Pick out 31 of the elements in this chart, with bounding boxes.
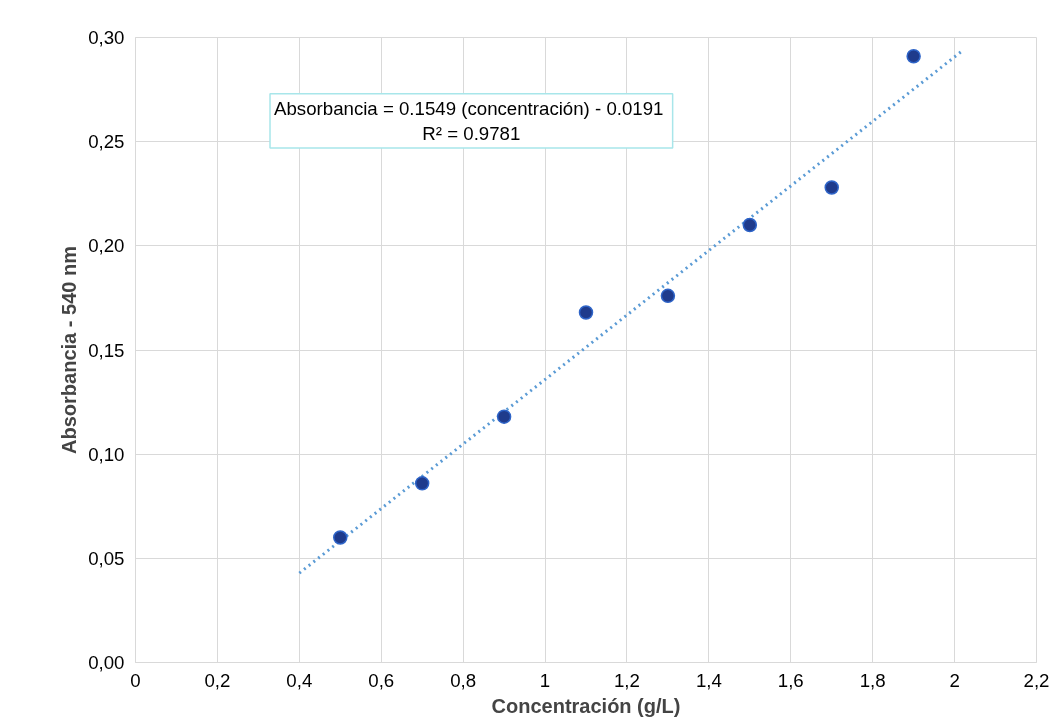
x-tick-label: 1,2 — [613, 669, 640, 691]
x-tick-label: 2 — [949, 669, 960, 691]
x-tick-label: 2,2 — [1023, 669, 1050, 691]
y-tick-label: 0,30 — [88, 27, 125, 48]
x-tick-label: 1,8 — [859, 669, 886, 691]
y-tick-label: 0,15 — [88, 339, 125, 361]
annotation: R² = 0.9781 — [422, 122, 521, 144]
x-tick-label: 1 — [539, 669, 551, 691]
y-axis-title: Absorbancia - 540 nm — [58, 246, 81, 454]
point — [660, 288, 676, 304]
x-tick-label: 1,4 — [695, 669, 722, 691]
y-tick-label: 0,10 — [88, 443, 125, 465]
annotation: Absorbancia = 0.1549 (concentración) - 0.0191 — [274, 97, 664, 119]
y-tick-label: 0,05 — [88, 547, 125, 569]
x-tick-label: 0,6 — [368, 669, 395, 691]
point — [906, 49, 921, 64]
point — [824, 180, 839, 195]
point — [578, 305, 594, 320]
point — [496, 409, 512, 424]
y-tick-label: 0,25 — [88, 131, 125, 153]
x-tick-label: 0,2 — [204, 669, 231, 691]
x-tick-label: 1,6 — [777, 669, 804, 691]
point — [333, 530, 348, 545]
point — [414, 476, 430, 491]
x-axis-title: Concentración (g/L) — [491, 694, 681, 717]
point — [742, 217, 758, 233]
x-tick-label: 0,8 — [450, 669, 477, 691]
x-tick-label: 0 — [130, 669, 141, 691]
y-tick-label: 0,00 — [88, 652, 125, 673]
x-tick-label: 0,4 — [286, 669, 313, 691]
y-tick-label: 0,20 — [88, 235, 125, 257]
